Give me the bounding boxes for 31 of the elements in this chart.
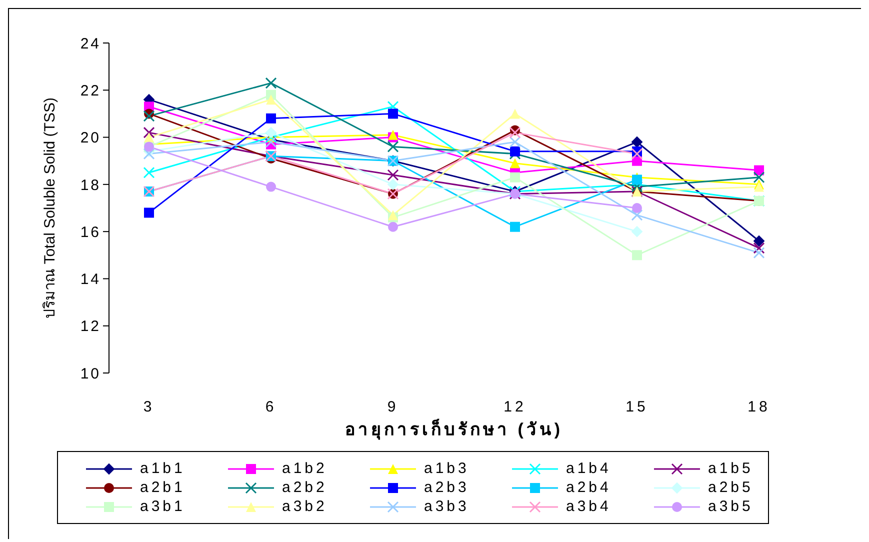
y-tick-label: 14 — [80, 271, 101, 288]
x-tick-label: 12 — [504, 398, 526, 416]
legend-label: a2b4 — [566, 479, 612, 496]
legend-label: a2b1 — [140, 479, 186, 496]
legend-label: a2b3 — [424, 479, 470, 496]
y-tick-label: 10 — [80, 365, 101, 382]
legend-label: a3b1 — [140, 498, 186, 515]
y-tick-label: 16 — [80, 224, 101, 241]
legend-label: a3b5 — [708, 498, 754, 515]
x-tick-label: 18 — [748, 398, 770, 416]
x-tick-label: 9 — [387, 398, 399, 416]
legend-label: a3b2 — [282, 498, 328, 515]
legend-label: a1b3 — [424, 460, 470, 477]
x-tick-label: 15 — [626, 398, 648, 416]
y-tick-label: 18 — [80, 176, 101, 194]
y-tick-label: 12 — [80, 318, 101, 336]
y-tick-label: 22 — [80, 82, 101, 100]
y-tick-label: 24 — [80, 35, 101, 52]
legend-label: a3b3 — [424, 498, 470, 515]
x-tick-label: 3 — [143, 398, 155, 416]
legend-label: a2b5 — [708, 479, 754, 496]
y-tick-label: 20 — [80, 130, 101, 147]
x-axis-title: อายุการเก็บรักษา (วัน) — [344, 417, 564, 440]
legend-label: a1b4 — [566, 460, 612, 477]
x-tick-label: 6 — [265, 398, 277, 416]
legend-label: a3b4 — [566, 498, 612, 515]
legend-label: a2b2 — [282, 479, 328, 496]
legend-label: a1b1 — [140, 460, 186, 477]
legend-label: a1b2 — [282, 460, 328, 477]
legend-label: a1b5 — [708, 460, 754, 477]
y-axis-title: ปริมาณ Total Soluble Solid (TSS) — [41, 98, 58, 318]
